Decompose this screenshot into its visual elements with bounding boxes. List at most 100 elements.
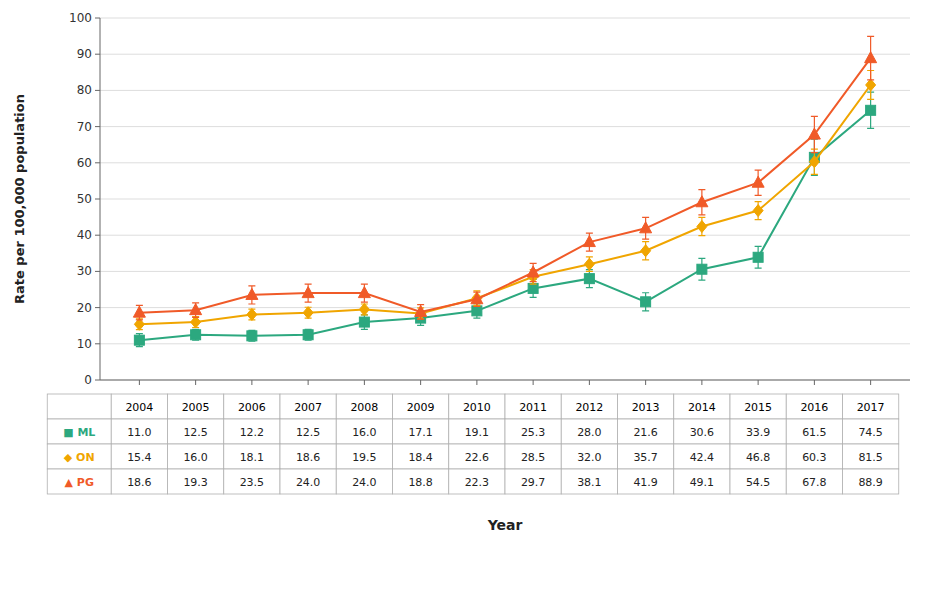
- table-value: 24.0: [352, 476, 377, 489]
- table-header: 2016: [800, 401, 828, 414]
- series-line: [139, 58, 870, 312]
- grid-line: [100, 271, 910, 272]
- series: [134, 92, 875, 346]
- series: [134, 70, 875, 330]
- x-tick: [251, 380, 252, 385]
- table-cell: [47, 469, 111, 494]
- table-value: 16.0: [352, 426, 377, 439]
- table-cell: [336, 419, 392, 444]
- table-value: 22.3: [465, 476, 490, 489]
- marker: [359, 317, 369, 327]
- table-cell: [843, 419, 899, 444]
- axes: 0102030405060708090100: [69, 11, 910, 387]
- table-row-label: ▲ PG: [65, 476, 94, 489]
- table-cell: [674, 444, 730, 469]
- table-cell: [843, 394, 899, 419]
- marker: [527, 266, 539, 277]
- table-value: 60.3: [802, 451, 827, 464]
- grid-line: [100, 235, 910, 236]
- table-cell: [47, 419, 111, 444]
- table-value: 19.5: [352, 451, 377, 464]
- table-header: 2013: [632, 401, 660, 414]
- y-tick-label: 30: [77, 264, 92, 278]
- table-cell: [280, 419, 336, 444]
- table-value: 24.0: [296, 476, 321, 489]
- table-cell: [224, 469, 280, 494]
- table-header: 2005: [182, 401, 210, 414]
- table-value: 25.3: [521, 426, 546, 439]
- y-tick: [95, 162, 100, 163]
- table-value: 67.8: [802, 476, 827, 489]
- table-cell: [224, 444, 280, 469]
- table-value: 35.7: [633, 451, 658, 464]
- table-header: 2008: [350, 401, 378, 414]
- marker: [809, 156, 819, 168]
- table-value: 54.5: [746, 476, 771, 489]
- table-value: 46.8: [746, 451, 771, 464]
- marker: [697, 264, 707, 274]
- table-value: 41.9: [633, 476, 658, 489]
- table-header: 2015: [744, 401, 772, 414]
- marker: [190, 304, 202, 315]
- marker: [696, 196, 708, 207]
- x-tick: [870, 380, 871, 385]
- marker: [247, 308, 257, 320]
- table-value: 12.5: [183, 426, 208, 439]
- marker: [528, 283, 538, 293]
- table-cell: [730, 444, 786, 469]
- y-tick: [95, 126, 100, 127]
- y-tick: [95, 18, 100, 19]
- table-cell: [786, 444, 842, 469]
- table-header: 2007: [294, 401, 322, 414]
- table-cell: [168, 419, 224, 444]
- marker: [247, 331, 257, 341]
- table-value: 19.1: [465, 426, 490, 439]
- series: [133, 36, 876, 319]
- y-tick-label: 100: [69, 11, 92, 25]
- y-tick-label: 50: [77, 192, 92, 206]
- table-value: 12.5: [296, 426, 321, 439]
- table-value: 18.8: [408, 476, 433, 489]
- table-cell: [393, 469, 449, 494]
- y-axis-line: [100, 18, 101, 380]
- table-cell: [449, 469, 505, 494]
- x-tick: [195, 380, 196, 385]
- y-tick: [95, 271, 100, 272]
- table-cell: [618, 469, 674, 494]
- table-cell: [336, 394, 392, 419]
- table-cell: [280, 469, 336, 494]
- marker: [471, 293, 483, 304]
- table-cell: [336, 444, 392, 469]
- table-cell: [168, 444, 224, 469]
- x-tick: [645, 380, 646, 385]
- grid-line: [100, 54, 910, 55]
- table-cell: [393, 419, 449, 444]
- marker: [359, 303, 369, 315]
- grid-line: [100, 307, 910, 308]
- marker: [753, 252, 763, 262]
- x-tick: [758, 380, 759, 385]
- table-cell: [449, 444, 505, 469]
- marker: [472, 306, 482, 316]
- table-value: 38.1: [577, 476, 602, 489]
- table-cell: [786, 469, 842, 494]
- table-cell: [730, 469, 786, 494]
- table-value: 16.0: [183, 451, 208, 464]
- y-tick-label: 90: [77, 47, 92, 61]
- x-tick: [364, 380, 365, 385]
- marker: [584, 258, 594, 270]
- x-tick: [589, 380, 590, 385]
- table-value: 32.0: [577, 451, 602, 464]
- y-tick-label: 80: [77, 83, 92, 97]
- table-header: 2009: [407, 401, 435, 414]
- plot-area: [133, 36, 876, 346]
- table-value: 18.6: [296, 451, 321, 464]
- grid-line: [100, 162, 910, 163]
- x-tick: [533, 380, 534, 385]
- marker: [752, 176, 764, 187]
- table-cell: [561, 444, 617, 469]
- marker: [358, 287, 370, 298]
- y-tick: [95, 199, 100, 200]
- chart: 0102030405060708090100Rate per 100,000 p…: [0, 0, 930, 599]
- x-tick: [701, 380, 702, 385]
